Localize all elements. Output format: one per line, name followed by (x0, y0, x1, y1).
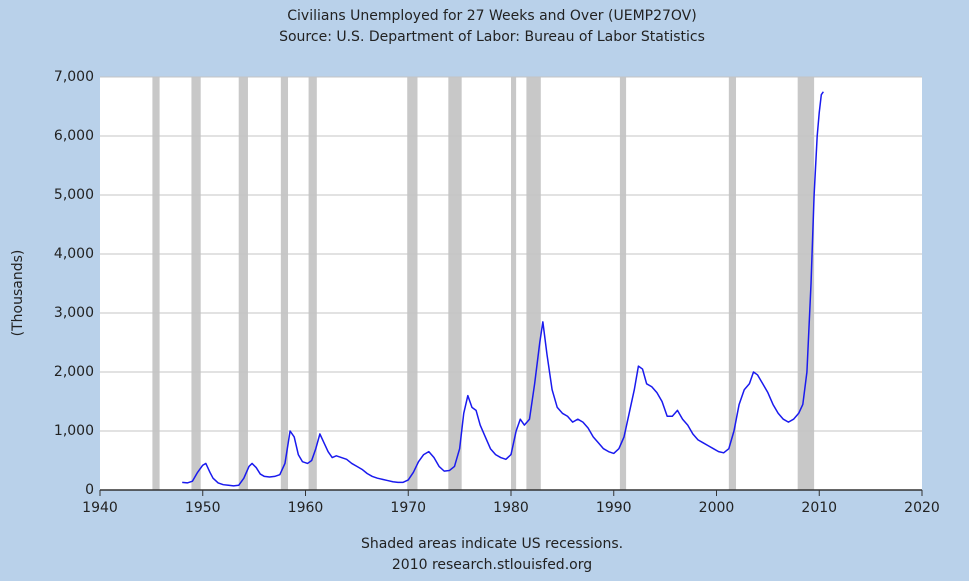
recession-band (191, 77, 201, 490)
chart-title: Civilians Unemployed for 27 Weeks and Ov… (287, 8, 696, 24)
note: 2010 research.stlouisfed.org (392, 557, 592, 573)
recession-band (308, 77, 317, 490)
y-tick-label: 7,000 (54, 69, 94, 85)
y-tick-label: 4,000 (54, 246, 94, 262)
x-tick-label: 1990 (596, 500, 632, 516)
y-tick-label: 1,000 (54, 423, 94, 439)
recession-band (797, 77, 815, 490)
recession-band (152, 77, 160, 490)
x-tick-label: 2020 (904, 500, 940, 516)
y-tick-label: 2,000 (54, 364, 94, 380)
y-tick-label: 5,000 (54, 187, 94, 203)
x-tick-label: 1980 (493, 500, 529, 516)
x-tick-label: 2010 (801, 500, 837, 516)
data-line (182, 91, 824, 487)
x-tick-label: 1960 (288, 500, 324, 516)
recession-band (619, 77, 627, 490)
chart-subtitle: Source: U.S. Department of Labor: Bureau… (279, 29, 705, 45)
note: Shaded areas indicate US recessions. (361, 536, 623, 552)
recession-band (728, 77, 737, 490)
y-axis-label: (Thousands) (10, 250, 26, 337)
recession-band (526, 77, 541, 490)
recession-band (407, 77, 418, 490)
recession-band (511, 77, 517, 490)
x-tick-label: 1940 (82, 500, 118, 516)
x-tick-label: 1950 (185, 500, 221, 516)
recession-band (238, 77, 248, 490)
recession-band (448, 77, 462, 490)
y-tick-label: 0 (85, 482, 94, 498)
y-tick-label: 6,000 (54, 128, 94, 144)
recession-band (280, 77, 289, 490)
x-tick-label: 2000 (699, 500, 735, 516)
x-tick-label: 1970 (390, 500, 426, 516)
y-tick-label: 3,000 (54, 305, 94, 321)
